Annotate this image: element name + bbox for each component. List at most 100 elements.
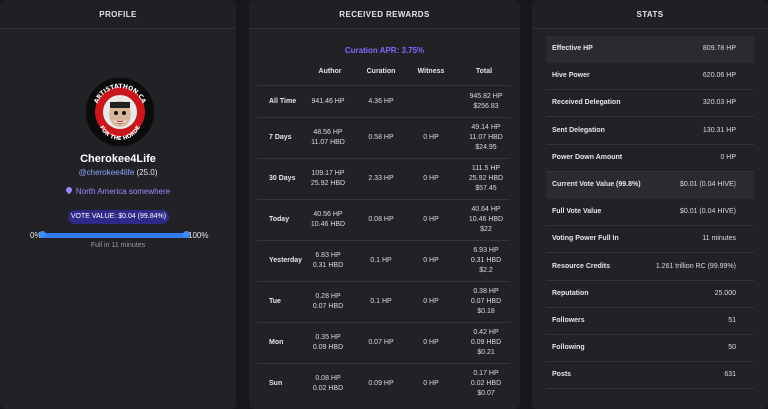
profile-location: North America somewhere — [0, 185, 236, 196]
row-author-line: 109.17 HP — [311, 170, 345, 177]
curation-apr: Curation APR: 3.75% — [344, 46, 425, 55]
row-curation-line: 2.33 HP — [368, 175, 394, 182]
row-label-line: Tue — [269, 298, 281, 305]
row-total-line: $0.18 — [477, 308, 495, 315]
stat-key: Effective HP — [552, 45, 593, 52]
row-total-line: 945.82 HP — [469, 92, 503, 100]
row-author-line: 40.56 HP — [313, 211, 343, 218]
row-curation-line: 0.58 HP — [368, 134, 394, 141]
row-curation-line: 0.1 HP — [370, 257, 392, 264]
stat-value: 620.06 HP — [702, 72, 736, 80]
stat-value: 11 minutes — [702, 235, 736, 243]
row-label-line: All Time — [269, 97, 297, 105]
avatar[interactable]: ARTISTATHON.CA FOR THE HORDE — [86, 78, 154, 146]
row-label-line: Mon — [269, 339, 284, 346]
row-curation: 0.08 HP — [361, 215, 401, 225]
row-curation: 4.36 HP — [361, 97, 401, 107]
stat-key: Sent Delegation — [552, 126, 605, 134]
col-total: Total — [475, 68, 493, 75]
stat-value: 50 — [728, 344, 736, 352]
row-label: Mon — [269, 338, 321, 348]
rewards-table-header: Author Curation Witness Total — [249, 68, 520, 82]
row-total-line: 0.09 HBD — [470, 339, 502, 346]
row-author-line: 11.07 HBD — [311, 139, 345, 146]
row-label: Yesterday — [269, 256, 321, 266]
row-total-line: 6.93 HP — [473, 247, 499, 254]
row-label: All Time — [269, 97, 321, 107]
rewards-row: Tue 0.28 HP 0.07 HBD 0.1 HP 0 HP 0.38 HP 0.07 … — [257, 281, 510, 322]
row-total-line: $24.95 — [475, 144, 497, 151]
row-author: 48.56 HP 11.07 HBD — [307, 128, 349, 148]
rewards-row: 30 Days 109.17 HP 25.92 HBD 2.33 HP 0 HP 111.… — [257, 158, 510, 199]
stat-value: 320.03 HP — [702, 99, 736, 107]
row-author-line: 0.31 HBD — [312, 262, 344, 269]
row-witness: 0 HP — [409, 297, 453, 307]
rewards-panel: RECEIVED REWARDS Curation APR: 3.75% Aut… — [249, 0, 520, 409]
stat-key: Reputation — [552, 289, 589, 297]
row-total-line: $256.83 — [473, 102, 499, 110]
row-total: 49.14 HP 11.07 HBD $24.95 — [461, 123, 511, 153]
row-author: 40.56 HP 10.46 HBD — [307, 210, 349, 230]
stat-key: Following — [552, 344, 585, 352]
rewards-row: 7 Days 48.56 HP 11.07 HBD 0.58 HP 0 HP 49.14 … — [257, 117, 510, 158]
stat-row: Current Vote Value (99.8%) $0.01 (0.04 HI… — [546, 172, 754, 199]
row-witness-line: 0 HP — [423, 175, 439, 182]
stat-key: Current Vote Value (99.8%) — [552, 181, 641, 188]
row-total: 0.42 HP 0.09 HBD $0.21 — [461, 328, 511, 358]
row-curation: 0.1 HP — [361, 256, 401, 266]
row-label-line: Yesterday — [269, 257, 303, 264]
row-total: 40.64 HP 10.46 HBD $22 — [461, 205, 511, 235]
row-witness-line: 0 HP — [423, 134, 439, 141]
stat-value: 51 — [728, 317, 736, 324]
row-author-line: 0.09 HBD — [312, 344, 344, 351]
vote-power-fill — [42, 233, 187, 238]
row-author: 0.35 HP 0.09 HBD — [307, 333, 349, 353]
row-curation: 0.09 HP — [361, 379, 401, 389]
stat-row: Effective HP 809.78 HP — [546, 36, 754, 63]
row-label-line: Today — [269, 216, 290, 223]
rewards-header: RECEIVED REWARDS — [249, 0, 520, 29]
stat-row: Voting Power Full In 11 minutes — [546, 226, 754, 254]
vote-bar-min-label: 0% — [30, 231, 42, 240]
profile-name: Cherokee4Life — [80, 153, 156, 165]
row-total-line: $22 — [480, 226, 492, 233]
row-author: 0.28 HP 0.07 HBD — [307, 292, 349, 312]
rewards-row: All Time 941.46 HP 4.36 HP 945.82 HP $256.83 — [257, 85, 510, 117]
stat-value: $0.01 (0.04 HIVE) — [679, 208, 736, 216]
row-curation: 2.33 HP — [361, 174, 401, 184]
row-total-line: 0.17 HP — [473, 370, 499, 377]
row-total: 6.93 HP 0.31 HBD $2.2 — [461, 246, 511, 276]
rewards-row: Yesterday 6.83 HP 0.31 HBD 0.1 HP 0 HP 6.93 H… — [257, 240, 510, 281]
row-total-line: 11.07 HBD — [469, 134, 503, 141]
stat-key: Received Delegation — [552, 99, 621, 107]
stat-row: Sent Delegation 130.31 HP — [546, 118, 754, 145]
row-witness-line: 0 HP — [423, 298, 439, 305]
row-label: Sun — [269, 379, 321, 389]
vote-bar-max-label: 100% — [188, 231, 209, 240]
row-total: 111.5 HP 25.92 HBD $57.45 — [461, 164, 511, 194]
profile-handle-line: @cherokee4life (25.0) — [0, 168, 236, 177]
stat-key: Full Vote Value — [552, 208, 602, 216]
row-total-line: 0.31 HBD — [470, 257, 502, 264]
row-curation: 0.1 HP — [361, 297, 401, 307]
row-author-line: 6.83 HP — [315, 252, 341, 259]
row-curation-line: 0.08 HP — [368, 216, 394, 223]
row-author: 941.46 HP — [307, 97, 349, 107]
stat-key: Posts — [552, 371, 572, 379]
row-author-line: 0.07 HBD — [312, 303, 344, 310]
row-label-line: Sun — [269, 380, 283, 387]
row-witness: 0 HP — [409, 379, 453, 389]
stat-value: 809.78 HP — [702, 45, 736, 52]
stat-value: 25.000 — [714, 289, 736, 297]
row-witness-line: 0 HP — [423, 380, 439, 387]
profile-location-text: North America somewhere — [75, 187, 171, 196]
vote-value-badge: VOTE VALUE: $0.04 (99.84%) — [68, 210, 169, 224]
stat-value: 130.31 HP — [702, 126, 736, 134]
row-author-line: 25.92 HBD — [310, 180, 346, 187]
profile-handle[interactable]: @cherokee4life — [78, 168, 135, 177]
row-total-line: $2.2 — [479, 267, 493, 274]
stat-value: 0 HP — [720, 153, 736, 161]
row-total: 945.82 HP $256.83 — [461, 92, 511, 112]
stat-row: Followers 51 — [546, 308, 754, 335]
row-witness: 0 HP — [409, 338, 453, 348]
